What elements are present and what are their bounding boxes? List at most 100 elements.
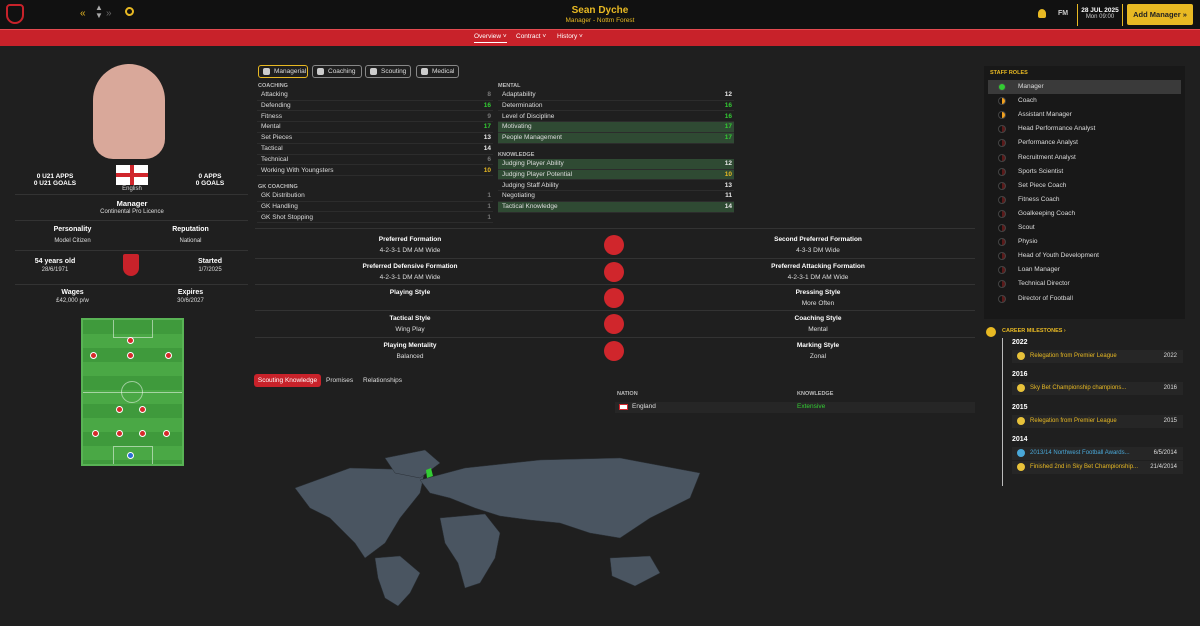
- player-dot[interactable]: [139, 406, 146, 413]
- second-formation-value: 4-3-3 DM Wide: [796, 247, 840, 254]
- staff-role-item[interactable]: Physio: [988, 235, 1181, 249]
- role-label: Head Performance Analyst: [1018, 125, 1096, 133]
- role-status-icon: [998, 266, 1006, 275]
- milestone-item[interactable]: Relegation from Premier League 2022: [1012, 350, 1183, 363]
- attribute-row[interactable]: GK Handling 1: [257, 202, 493, 213]
- player-dot[interactable]: [139, 430, 146, 437]
- role-status-icon: [998, 209, 1006, 218]
- tab-scouting[interactable]: Scouting: [365, 65, 411, 78]
- tab-managerial[interactable]: Managerial: [258, 65, 308, 78]
- attribute-value: 10: [483, 166, 491, 174]
- milestone-item[interactable]: 2013/14 Northwest Football Awards... 6/5…: [1012, 447, 1183, 460]
- tab-medical[interactable]: Medical: [416, 65, 459, 78]
- reputation-label: Reputation: [172, 226, 209, 233]
- player-dot[interactable]: [116, 406, 123, 413]
- club-logo: [6, 4, 24, 24]
- attribute-row[interactable]: Tactical Knowledge 14: [498, 202, 734, 213]
- staff-role-item[interactable]: Director of Football: [988, 292, 1181, 306]
- trophy-icon: [1017, 384, 1025, 392]
- staff-role-item[interactable]: Manager: [988, 80, 1181, 94]
- attribute-row[interactable]: Fitness 9: [257, 112, 493, 123]
- attribute-row[interactable]: Working With Youngsters 10: [257, 166, 493, 177]
- staff-role-item[interactable]: Recruitment Analyst: [988, 151, 1181, 165]
- tab-coaching[interactable]: Coaching: [312, 65, 362, 78]
- player-dot[interactable]: [90, 352, 97, 359]
- staff-role-item[interactable]: Head of Youth Development: [988, 249, 1181, 263]
- attribute-label: Adaptability: [502, 91, 536, 98]
- attribute-row[interactable]: People Management 17: [498, 133, 734, 144]
- milestone-text: Finished 2nd in Sky Bet Championship...: [1030, 464, 1139, 470]
- player-dot[interactable]: [92, 430, 99, 437]
- tab-scouting-knowledge[interactable]: Scouting Knowledge: [254, 374, 321, 387]
- back-arrow-icon[interactable]: «: [80, 8, 86, 19]
- staff-role-item[interactable]: Goalkeeping Coach: [988, 207, 1181, 221]
- attribute-row[interactable]: Defending 16: [257, 101, 493, 112]
- staff-role-item[interactable]: Head Performance Analyst: [988, 122, 1181, 136]
- started-value: 1/7/2025: [198, 267, 222, 273]
- milestone-item[interactable]: Finished 2nd in Sky Bet Championship... …: [1012, 461, 1183, 474]
- staff-role-item[interactable]: Sports Scientist: [988, 165, 1181, 179]
- coaching-style-label: Coaching Style: [794, 315, 842, 322]
- world-map[interactable]: [290, 448, 710, 606]
- add-manager-button[interactable]: Add Manager »: [1127, 4, 1193, 25]
- attribute-row[interactable]: Judging Player Ability 12: [498, 159, 734, 170]
- attribute-row[interactable]: GK Shot Stopping 1: [257, 213, 493, 224]
- milestones-heading[interactable]: CAREER MILESTONES ›: [1002, 328, 1066, 334]
- player-dot[interactable]: [127, 337, 134, 344]
- attribute-row[interactable]: Judging Staff Ability 13: [498, 181, 734, 192]
- defensive-formation-label: Preferred Defensive Formation: [362, 263, 458, 270]
- mental-heading: MENTAL: [498, 83, 521, 89]
- attribute-row[interactable]: Negotiating 11: [498, 191, 734, 202]
- attribute-row[interactable]: Level of Discipline 16: [498, 112, 734, 123]
- manager-photo: [93, 64, 165, 159]
- attribute-label: Negotiating: [502, 192, 535, 200]
- attribute-row[interactable]: Tactical 14: [257, 144, 493, 155]
- marking-style-label: Marking Style: [796, 342, 840, 349]
- page-subtitle[interactable]: Manager - Nottm Forest: [565, 17, 635, 24]
- tab-contract[interactable]: Contract ˅: [516, 33, 547, 40]
- defensive-formation-value: 4-2-3-1 DM AM Wide: [379, 274, 441, 281]
- player-dot[interactable]: [163, 430, 170, 437]
- search-icon[interactable]: [125, 7, 134, 16]
- tab-overview[interactable]: Overview ˅: [474, 33, 507, 43]
- tab-promises[interactable]: Promises: [326, 377, 354, 384]
- forward-arrow-icon[interactable]: »: [106, 8, 112, 19]
- pressing-style-label: Pressing Style: [795, 289, 841, 296]
- attribute-row[interactable]: Determination 16: [498, 101, 734, 112]
- nav-updown-icon[interactable]: ▲ ▼: [95, 3, 103, 20]
- staff-role-item[interactable]: Loan Manager: [988, 263, 1181, 277]
- staff-role-item[interactable]: Assistant Manager: [988, 108, 1181, 122]
- fm-label[interactable]: FM: [1058, 10, 1069, 17]
- staff-role-item[interactable]: Scout: [988, 221, 1181, 235]
- player-dot[interactable]: [116, 430, 123, 437]
- milestone-item[interactable]: Sky Bet Championship champions... 2016: [1012, 382, 1183, 395]
- attribute-value: 8: [487, 91, 491, 98]
- scout-nation: England: [632, 403, 656, 410]
- player-dot[interactable]: [165, 352, 172, 359]
- player-dot[interactable]: [127, 352, 134, 359]
- staff-role-item[interactable]: Coach: [988, 94, 1181, 108]
- attribute-row[interactable]: Mental 17: [257, 122, 493, 133]
- attribute-row[interactable]: Motivating 17: [498, 122, 734, 133]
- date-box[interactable]: 28 JUL 2025 Mon 09:00: [1077, 4, 1123, 26]
- staff-role-item[interactable]: Set Piece Coach: [988, 179, 1181, 193]
- attribute-value: 11: [725, 192, 732, 200]
- staff-role-item[interactable]: Performance Analyst: [988, 136, 1181, 150]
- attribute-row[interactable]: Attacking 8: [257, 90, 493, 101]
- attribute-row[interactable]: Set Pieces 13: [257, 133, 493, 144]
- milestone-date: 21/4/2014: [1150, 464, 1177, 470]
- attribute-row[interactable]: Judging Player Potential 10: [498, 169, 734, 181]
- scout-row[interactable]: England Extensive: [615, 402, 975, 413]
- tab-relationships[interactable]: Relationships: [363, 377, 403, 384]
- goalkeeper-dot[interactable]: [127, 452, 134, 459]
- staff-role-item[interactable]: Fitness Coach: [988, 193, 1181, 207]
- attribute-row[interactable]: Technical 6: [257, 155, 493, 166]
- attribute-value: 9: [487, 112, 491, 120]
- bulb-icon[interactable]: [1038, 9, 1046, 18]
- attribute-row[interactable]: Adaptability 12: [498, 90, 734, 101]
- milestone-item[interactable]: Relegation from Premier League 2015: [1012, 415, 1183, 428]
- attribute-row[interactable]: GK Distribution 1: [257, 191, 493, 202]
- tab-history[interactable]: History ˅: [557, 33, 583, 40]
- staff-role-item[interactable]: Technical Director: [988, 277, 1181, 291]
- role-status-icon: [998, 294, 1006, 303]
